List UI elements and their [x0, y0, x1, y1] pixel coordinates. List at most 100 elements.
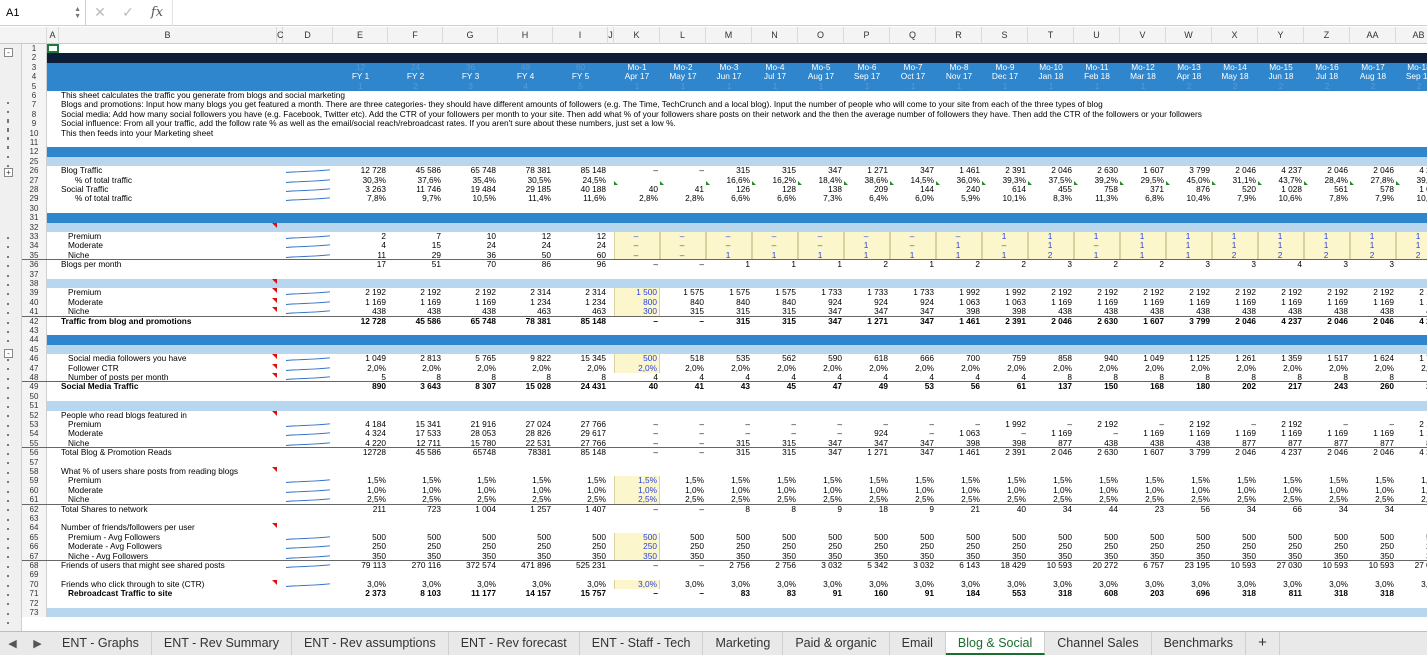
month-value[interactable]: 2 630 — [1097, 315, 1118, 326]
month-value[interactable]: 1,5% — [731, 475, 750, 486]
month-value[interactable]: 4 — [975, 372, 980, 382]
fy-value[interactable]: 11 — [377, 249, 386, 260]
row-number[interactable]: 25 — [22, 156, 47, 167]
month-value[interactable]: 1 733 — [821, 287, 842, 298]
fy-value[interactable]: 1 004 — [475, 503, 496, 514]
month-value[interactable]: 250 — [1242, 541, 1256, 552]
month-value[interactable]: 1,0% — [614, 485, 660, 496]
month-value[interactable]: 1 — [1120, 240, 1166, 251]
fy-value[interactable]: 10 — [486, 231, 496, 241]
month-value[interactable]: – — [699, 447, 704, 458]
year-index[interactable]: 1 — [956, 80, 962, 91]
month-value[interactable]: 3 799 — [1189, 165, 1210, 176]
fy-value[interactable]: 50 — [541, 249, 551, 260]
month-value[interactable]: 1,5% — [869, 475, 888, 486]
month-value[interactable]: 1 088 — [1419, 184, 1427, 194]
fy-value[interactable]: 1,5% — [422, 475, 441, 486]
month-label[interactable]: Sep 17 — [853, 71, 881, 82]
month-value[interactable]: 3,0% — [1099, 578, 1118, 589]
month-value[interactable]: – — [653, 428, 658, 439]
month-value[interactable]: 61 — [1016, 381, 1026, 392]
formula-warning-icon[interactable] — [890, 180, 894, 185]
fy-value[interactable]: 3 643 — [420, 381, 441, 392]
month-value[interactable]: 500 — [1334, 531, 1348, 542]
month-value[interactable]: 3,0% — [1145, 578, 1164, 589]
row-number[interactable]: 39 — [22, 288, 47, 298]
fy-value[interactable]: 45 586 — [415, 447, 441, 458]
month-value[interactable]: 53 — [924, 381, 934, 392]
month-value[interactable]: 1,0% — [1099, 484, 1118, 495]
month-value[interactable]: 1 169 — [1143, 296, 1164, 307]
row-number[interactable]: 36 — [22, 260, 47, 270]
month-value[interactable]: 2,0% — [685, 362, 704, 373]
month-value[interactable]: – — [752, 240, 798, 251]
month-value[interactable]: 1 271 — [867, 315, 888, 326]
month-value[interactable]: 811 — [1288, 588, 1302, 599]
tab-channel-sales[interactable]: Channel Sales — [1045, 632, 1152, 655]
fiscal-year-label[interactable]: FY 3 — [461, 71, 480, 82]
row-label[interactable]: Niche — [68, 494, 90, 505]
column-header-w[interactable]: W — [1166, 27, 1212, 44]
comment-indicator-icon[interactable] — [272, 410, 277, 416]
fy-value[interactable]: 350 — [592, 550, 606, 561]
month-label[interactable]: Dec 17 — [991, 71, 1019, 82]
year-index[interactable]: 2 — [1232, 80, 1238, 91]
month-value[interactable]: 243 — [1334, 381, 1348, 392]
formula-warning-icon[interactable] — [614, 180, 618, 185]
month-value[interactable]: 4 — [883, 372, 888, 382]
month-value[interactable]: 1 169 — [1419, 296, 1427, 307]
name-box[interactable]: A1 ▲ ▼ — [0, 0, 86, 26]
month-value[interactable]: 438 — [1242, 306, 1256, 317]
fy-value[interactable]: 45 586 — [415, 165, 441, 176]
month-value[interactable]: – — [798, 240, 844, 251]
row-label[interactable]: Social Traffic — [61, 184, 109, 194]
month-value[interactable]: 2 — [1396, 250, 1427, 260]
month-value[interactable]: 1 — [844, 250, 890, 260]
month-value[interactable]: 350 — [1396, 551, 1427, 561]
month-value[interactable]: 3 799 — [1189, 315, 1210, 326]
fy-value[interactable]: 65748 — [472, 447, 496, 458]
month-value[interactable]: – — [614, 231, 660, 242]
fy-value[interactable]: 4 184 — [365, 419, 386, 429]
tab-ent-rev-forecast[interactable]: ENT - Rev forecast — [449, 632, 580, 655]
row-label[interactable]: Moderate — [68, 240, 104, 251]
fy-value[interactable]: 8 — [546, 372, 551, 382]
fy-value[interactable]: 65 748 — [470, 165, 496, 176]
fy-value[interactable]: 438 — [372, 306, 386, 317]
month-value[interactable]: 6,6% — [777, 193, 796, 204]
month-value[interactable]: 160 — [874, 588, 888, 599]
month-value[interactable]: 8 — [1067, 372, 1072, 382]
month-value[interactable]: 4 — [653, 372, 658, 382]
month-value[interactable]: – — [653, 165, 658, 176]
month-value[interactable]: 66 — [1396, 505, 1427, 514]
month-value[interactable]: 315 — [782, 437, 796, 448]
month-value[interactable]: 500 — [1242, 531, 1256, 542]
fy-value[interactable]: 12 728 — [360, 315, 386, 326]
month-value[interactable]: 315 — [690, 306, 704, 317]
month-value[interactable]: – — [653, 419, 658, 429]
fy-value[interactable]: 22 531 — [525, 437, 551, 448]
fy-value[interactable]: 11 177 — [471, 588, 496, 599]
month-value[interactable]: 2,5% — [685, 494, 704, 505]
month-value[interactable]: 8 — [1159, 372, 1164, 382]
month-value[interactable]: – — [1251, 419, 1256, 429]
month-value[interactable]: – — [837, 428, 842, 439]
month-value[interactable]: 500 — [1288, 531, 1302, 542]
fy-value[interactable]: 4 324 — [365, 428, 386, 439]
month-value[interactable]: 315 — [782, 315, 796, 326]
month-value[interactable]: 1 607 — [1143, 315, 1164, 326]
row-number[interactable]: 56 — [22, 448, 47, 458]
row-number[interactable]: 70 — [22, 579, 47, 590]
month-value[interactable]: 1 — [1028, 240, 1074, 251]
month-value[interactable]: – — [699, 588, 704, 599]
row-number[interactable]: 43 — [22, 326, 47, 336]
month-value[interactable]: 10 593 — [1230, 560, 1256, 570]
month-value[interactable]: 14,5% — [910, 174, 934, 185]
month-label[interactable]: Aug 17 — [807, 71, 835, 82]
month-value[interactable]: 590 — [828, 353, 842, 364]
fy-value[interactable]: 40 188 — [580, 184, 606, 194]
month-value[interactable]: 1 — [1166, 231, 1212, 242]
month-value[interactable]: 1 461 — [959, 165, 980, 176]
month-value[interactable]: – — [653, 437, 658, 448]
month-value[interactable]: 350 — [614, 551, 660, 561]
